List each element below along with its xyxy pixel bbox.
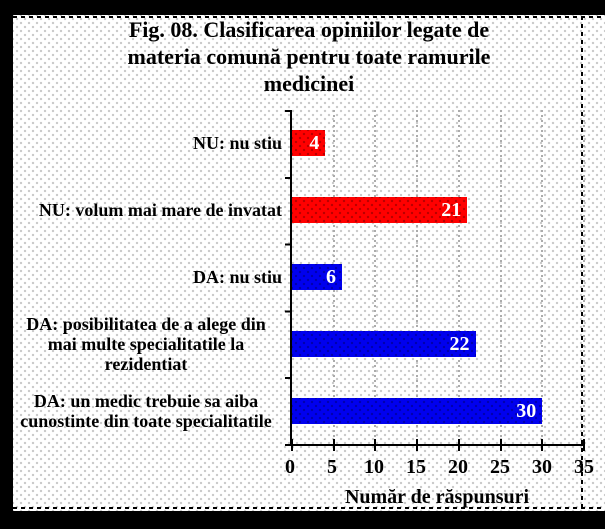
- x-tick-label: 15: [406, 456, 426, 478]
- bar-row: 4: [292, 110, 584, 177]
- bar-da-nu-stiu: 6: [292, 263, 343, 290]
- x-tick-label: 0: [285, 456, 295, 478]
- x-tick-mark: [332, 439, 335, 451]
- bar-row: 6: [292, 244, 584, 311]
- gridline: [457, 110, 460, 444]
- x-tick-mark: [416, 439, 419, 451]
- x-tick-label: 20: [448, 456, 468, 478]
- bar-row: 21: [292, 177, 584, 244]
- bar-row: 30: [292, 377, 584, 444]
- category-label: DA: nu stiu: [192, 266, 282, 287]
- selection-border-bottom: [13, 507, 605, 509]
- x-tick-mark: [583, 439, 585, 451]
- bar-row: 22: [292, 310, 584, 377]
- x-axis-title: Număr de răspunsuri: [344, 486, 530, 508]
- plot-area: 4 21 6 22 30: [285, 110, 585, 451]
- category-label: DA: posibilitatea de a alege din mai mul…: [26, 313, 266, 374]
- chart-background: [13, 15, 605, 511]
- bar-da-posibilitatea: 22: [292, 330, 476, 357]
- category-label-row: DA: nu stiu: [8, 244, 284, 311]
- bar-value-label: 4: [309, 132, 320, 155]
- gridline: [499, 110, 502, 444]
- selection-border-top: [13, 16, 605, 18]
- gridline: [583, 110, 585, 444]
- category-label-row: NU: volum mai mare de invatat: [8, 177, 284, 244]
- x-tick-label: 10: [364, 456, 384, 478]
- bar-nu-nu-stiu: 4: [292, 130, 326, 157]
- x-tick-mark: [291, 439, 293, 451]
- gridline: [416, 110, 419, 444]
- x-tick-mark: [374, 439, 377, 451]
- category-label: NU: volum mai mare de invatat: [38, 200, 282, 221]
- x-tick-mark: [457, 439, 460, 451]
- gridline: [541, 110, 544, 444]
- bar-da-un-medic: 30: [292, 397, 543, 424]
- category-label: DA: un medic trebuie sa aiba cunostinte …: [20, 390, 272, 431]
- x-axis-tick-marks: [291, 439, 585, 451]
- x-tick-label: 5: [327, 456, 337, 478]
- category-axis-labels: NU: nu stiu NU: volum mai mare de invata…: [8, 110, 284, 444]
- gridline: [374, 110, 377, 444]
- category-label-row: NU: nu stiu: [8, 110, 284, 177]
- x-tick-label: 35: [574, 456, 594, 478]
- x-tick-label: 30: [532, 456, 552, 478]
- x-axis-tick-labels: 0 5 10 15 20 25 30 35: [285, 456, 594, 478]
- category-label-row: DA: posibilitatea de a alege din mai mul…: [8, 310, 284, 377]
- x-tick-mark: [541, 439, 544, 451]
- bar-value-label: 6: [326, 265, 337, 288]
- category-label-row: DA: un medic trebuie sa aiba cunostinte …: [8, 377, 284, 444]
- bar-value-label: 22: [449, 332, 470, 355]
- category-label: NU: nu stiu: [192, 133, 282, 154]
- selection-border-right: [581, 16, 583, 508]
- bar-value-label: 21: [441, 199, 462, 222]
- x-tick-mark: [499, 439, 502, 451]
- chart-title: Fig. 08. Clasificarea opiniilor legate d…: [127, 17, 491, 96]
- x-tick-label: 25: [490, 456, 510, 478]
- bar-value-label: 30: [516, 399, 537, 422]
- bar-nu-volum-mai-mare: 21: [292, 197, 468, 224]
